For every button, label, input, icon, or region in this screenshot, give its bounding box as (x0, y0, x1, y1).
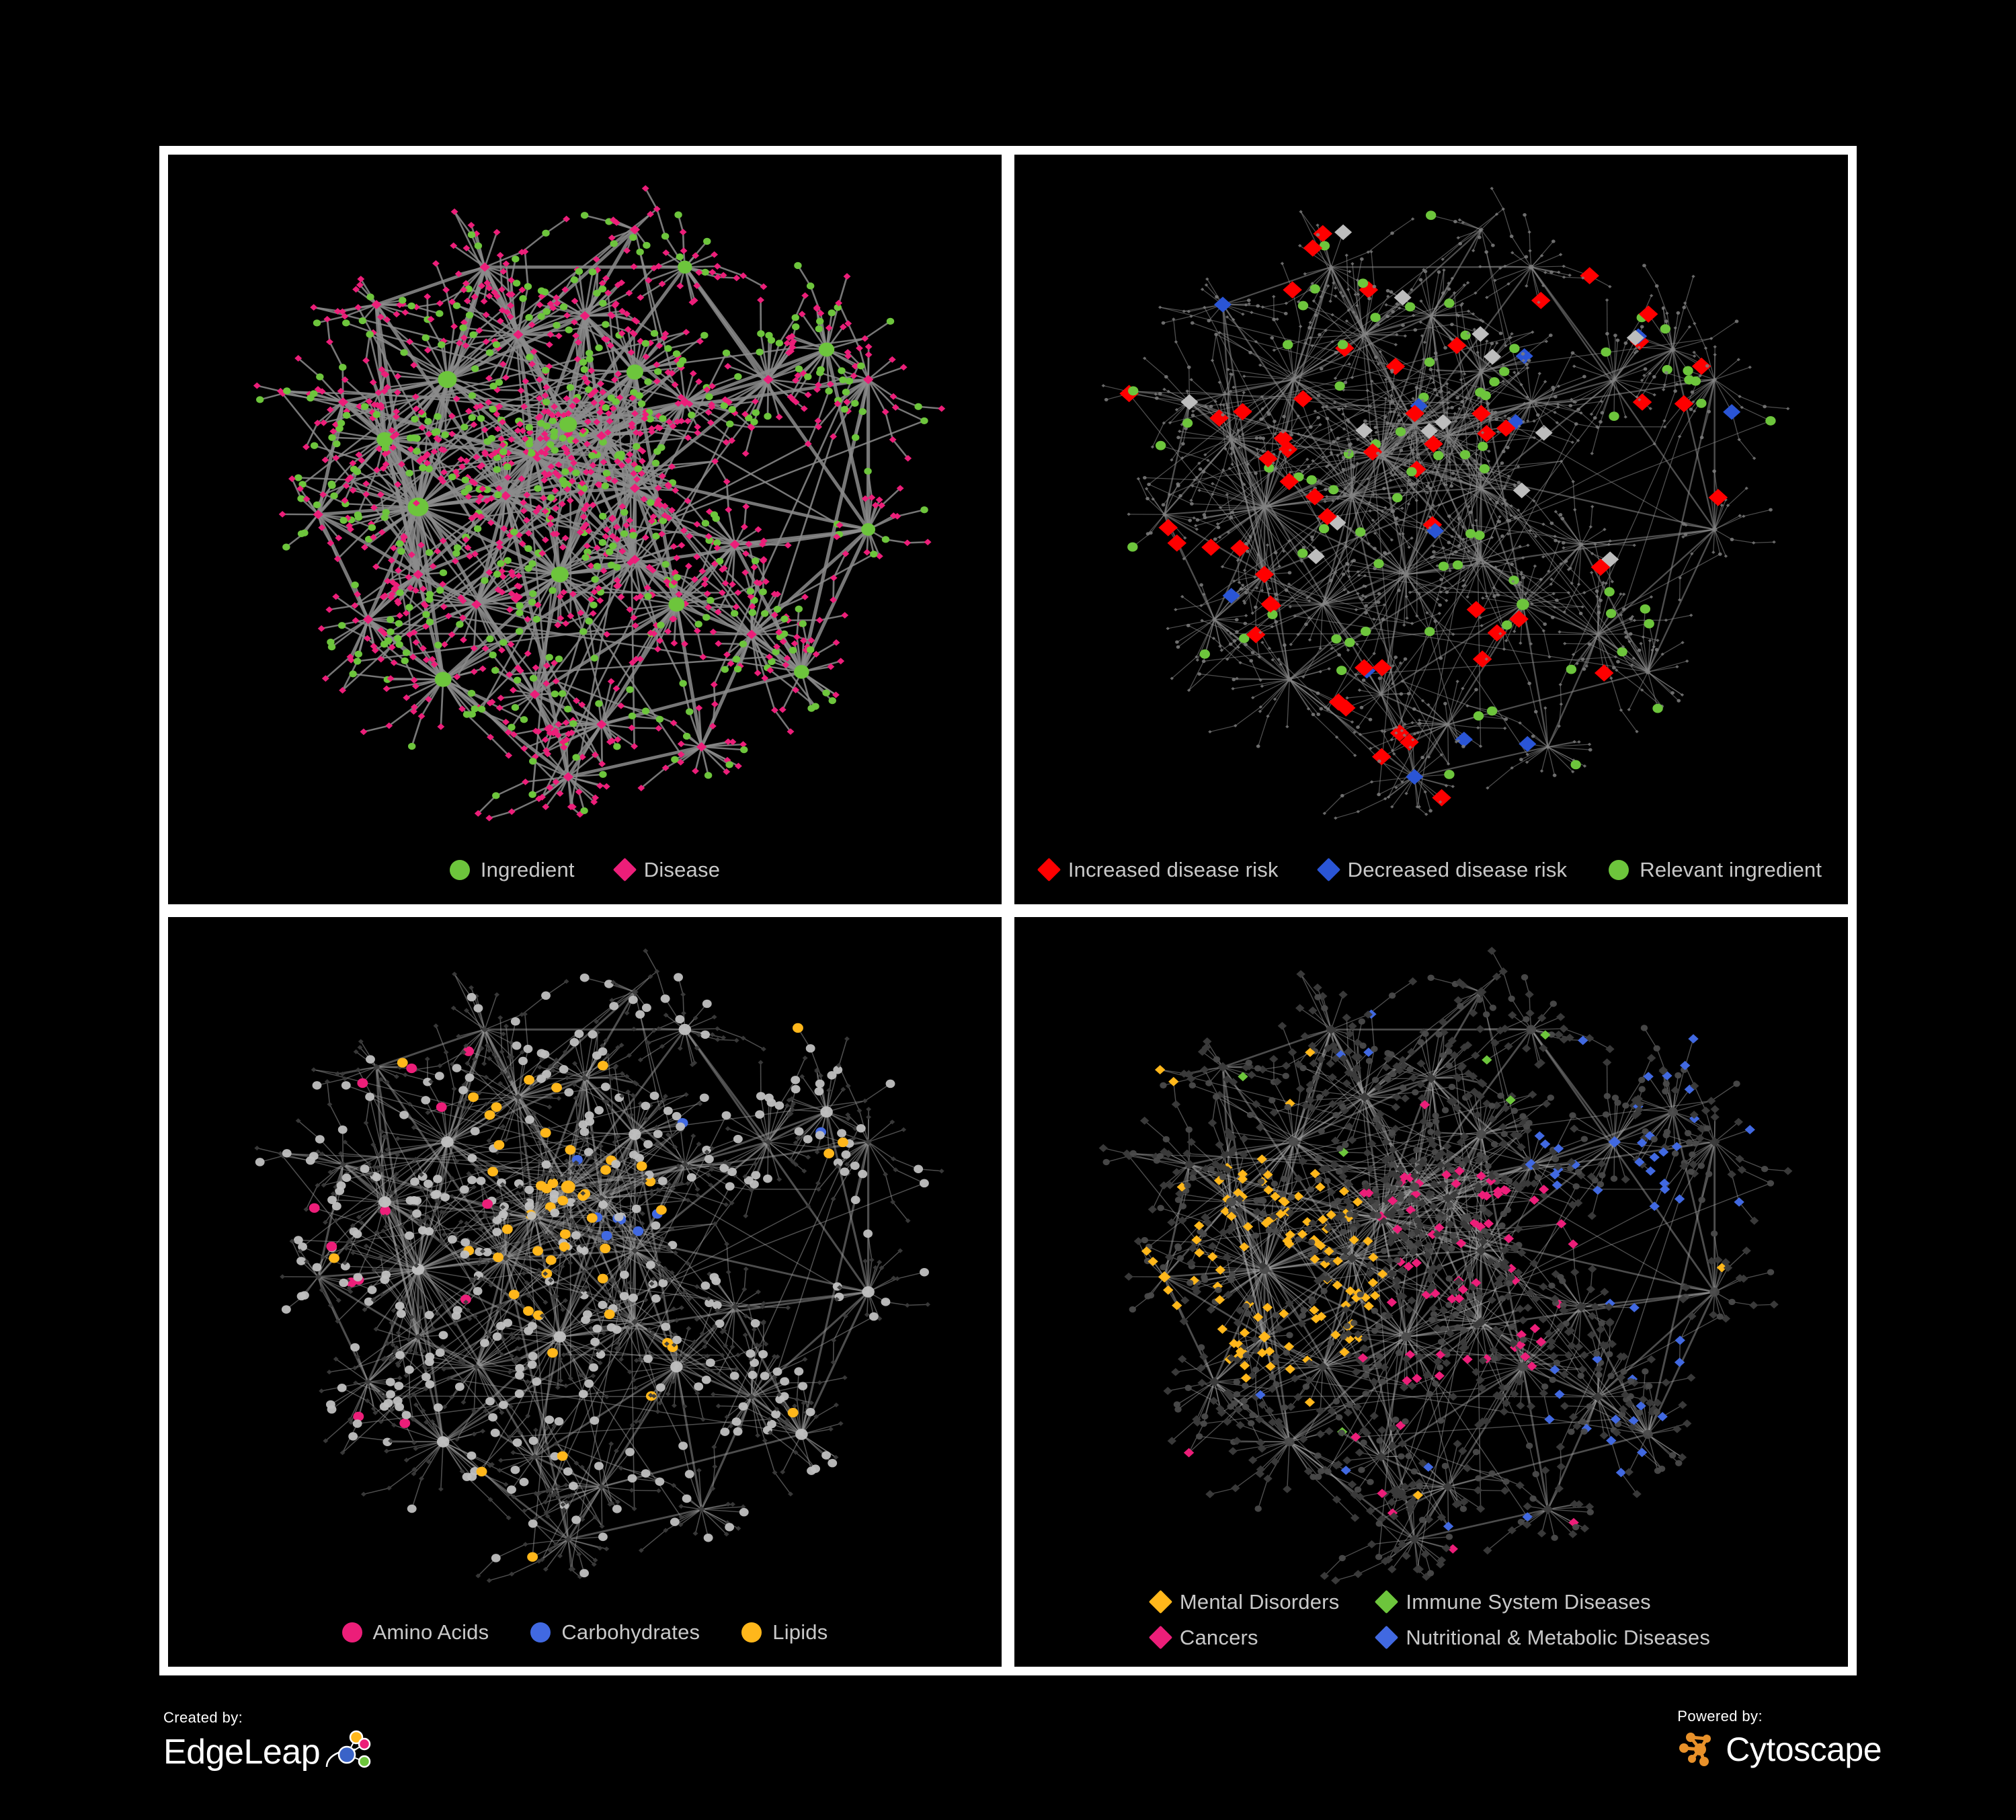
powered-by-cytoscape: Powered by: (1677, 1708, 1882, 1770)
panel-disease-classes[interactable]: Mental Disorders Immune System Diseases Ca… (1014, 917, 1848, 1667)
cytoscape-logo-icon (1677, 1728, 1720, 1770)
panel-ingredient-classes[interactable]: Amino Acids Carbohydrates Lipids (168, 917, 1002, 1667)
edgeleap-logo-icon (325, 1729, 372, 1774)
network-canvas-2[interactable] (1014, 155, 1848, 904)
created-by-edgeleap: Created by: EdgeLeap (163, 1709, 372, 1774)
cytoscape-wordmark: Cytoscape (1726, 1730, 1882, 1768)
panel-grid: Ingredient Disease Increased disease risk… (159, 146, 1857, 1675)
edgeleap-wordmark: EdgeLeap (163, 1732, 321, 1772)
network-canvas-4[interactable] (1014, 917, 1848, 1667)
panel-disease-risk[interactable]: Increased disease risk Decreased disease … (1014, 155, 1848, 904)
panel-ingredient-disease[interactable]: Ingredient Disease (168, 155, 1002, 904)
network-canvas-3[interactable] (168, 917, 1002, 1667)
created-by-label: Created by: (163, 1709, 243, 1726)
network-canvas-1[interactable] (168, 155, 1002, 904)
powered-by-label: Powered by: (1677, 1708, 1763, 1725)
